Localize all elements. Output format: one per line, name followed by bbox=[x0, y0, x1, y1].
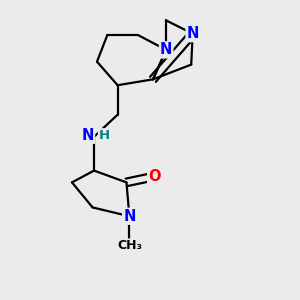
Text: N: N bbox=[160, 42, 172, 57]
Text: N: N bbox=[82, 128, 94, 143]
Text: H: H bbox=[98, 129, 110, 142]
Text: N: N bbox=[123, 209, 136, 224]
Text: N: N bbox=[187, 26, 199, 41]
Text: O: O bbox=[148, 169, 161, 184]
Text: CH₃: CH₃ bbox=[117, 239, 142, 252]
